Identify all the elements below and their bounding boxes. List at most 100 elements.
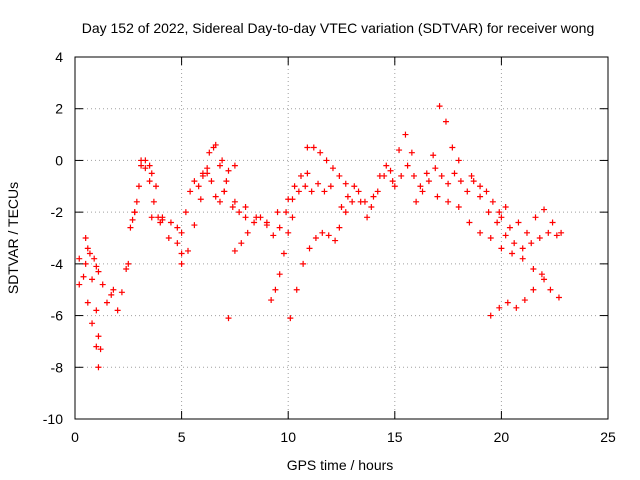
- data-point: [511, 240, 518, 247]
- data-point: [289, 214, 296, 221]
- series-track-2: [82, 235, 104, 353]
- x-tick-label: 0: [71, 429, 79, 445]
- y-tick-label: -4: [51, 256, 64, 272]
- data-point: [291, 183, 298, 190]
- data-point: [148, 214, 155, 221]
- data-point: [489, 198, 496, 205]
- series-track-16: [391, 103, 462, 190]
- data-point: [146, 162, 153, 169]
- data-point: [396, 147, 403, 154]
- data-point: [178, 229, 185, 236]
- data-point: [174, 224, 181, 231]
- data-point: [445, 198, 452, 205]
- data-point: [336, 172, 343, 179]
- data-point: [304, 170, 311, 177]
- data-point: [86, 250, 93, 257]
- data-point: [148, 170, 155, 177]
- data-point: [99, 281, 106, 288]
- plot-border: [74, 56, 609, 420]
- data-point: [138, 157, 145, 164]
- data-point: [502, 203, 509, 210]
- data-point: [470, 178, 477, 185]
- data-point: [310, 144, 317, 151]
- data-point: [417, 183, 424, 190]
- data-point: [496, 209, 503, 216]
- data-point: [125, 260, 132, 267]
- data-point: [76, 281, 83, 288]
- data-point: [445, 180, 452, 187]
- data-point: [506, 224, 513, 231]
- x-axis-label: GPS time / hours: [287, 457, 394, 473]
- data-point: [432, 165, 439, 172]
- data-point: [251, 219, 258, 226]
- data-point: [519, 245, 526, 252]
- data-point: [184, 247, 191, 254]
- data-point: [325, 232, 332, 239]
- data-point: [496, 304, 503, 311]
- data-point: [114, 307, 121, 314]
- series-track-13: [304, 144, 349, 187]
- data-point: [95, 268, 102, 275]
- y-tick-label: -2: [51, 204, 64, 220]
- data-point: [547, 286, 554, 293]
- chart-title: Day 152 of 2022, Sidereal Day-to-day VTE…: [82, 20, 595, 36]
- series-track-7: [178, 144, 249, 267]
- data-points-layer: [76, 103, 565, 371]
- data-point: [498, 214, 505, 221]
- data-point: [212, 141, 219, 148]
- data-point: [336, 224, 343, 231]
- data-point: [553, 232, 560, 239]
- data-point: [263, 219, 270, 226]
- data-point: [455, 157, 462, 164]
- data-point: [419, 188, 426, 195]
- data-point: [438, 172, 445, 179]
- data-point: [338, 203, 345, 210]
- data-point: [195, 183, 202, 190]
- data-point: [91, 255, 98, 262]
- data-point: [513, 304, 520, 311]
- y-tick-label: -6: [51, 308, 64, 324]
- data-point: [494, 219, 501, 226]
- data-point: [89, 276, 96, 283]
- x-tick-label: 15: [387, 429, 403, 445]
- data-point: [285, 229, 292, 236]
- data-point: [541, 206, 548, 213]
- data-point: [410, 172, 417, 179]
- data-point: [174, 240, 181, 247]
- data-point: [118, 289, 125, 296]
- data-point: [477, 183, 484, 190]
- data-point: [423, 170, 430, 177]
- data-point: [483, 188, 490, 195]
- data-point: [89, 320, 96, 327]
- data-point: [468, 172, 475, 179]
- data-point: [302, 183, 309, 190]
- data-point: [523, 229, 530, 236]
- data-point: [287, 315, 294, 322]
- data-point: [538, 271, 545, 278]
- data-point: [187, 188, 194, 195]
- data-point: [308, 188, 315, 195]
- series-single-point: [225, 315, 232, 322]
- x-tick-label: 20: [494, 429, 510, 445]
- data-point: [84, 299, 91, 306]
- data-point: [219, 157, 226, 164]
- data-point: [477, 193, 484, 200]
- series-track-20: [498, 206, 565, 236]
- data-point: [455, 203, 462, 210]
- data-point: [383, 162, 390, 169]
- data-point: [216, 162, 223, 169]
- data-point: [242, 203, 249, 210]
- data-point: [306, 245, 313, 252]
- data-point: [197, 196, 204, 203]
- data-point: [146, 178, 153, 185]
- data-point: [449, 144, 456, 151]
- data-point: [549, 219, 556, 226]
- data-point: [355, 188, 362, 195]
- data-point: [387, 167, 394, 174]
- data-point: [430, 152, 437, 159]
- data-point: [221, 188, 228, 195]
- data-point: [225, 167, 232, 174]
- data-point: [150, 198, 157, 205]
- data-point: [167, 219, 174, 226]
